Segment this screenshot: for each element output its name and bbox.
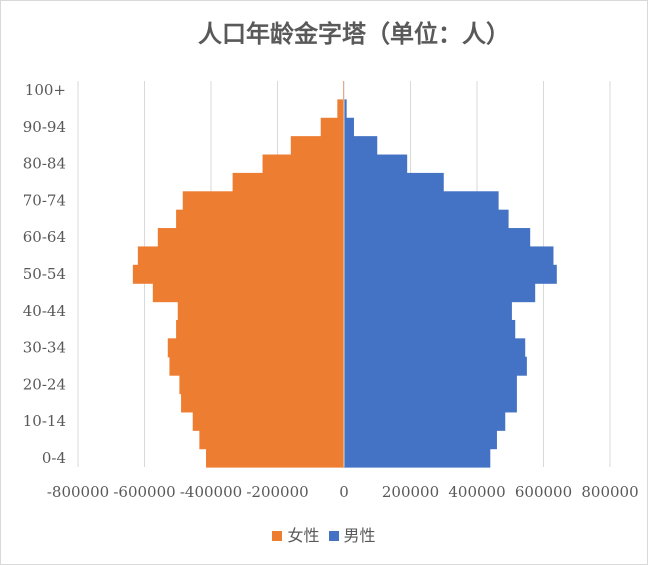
female-bar-0-4 [206,448,344,468]
male-bar-60-64 [344,228,531,248]
y-tick-label-50-54: 50-54 [23,265,66,283]
y-tick-label-10-14: 10-14 [23,412,66,430]
female-bar-85-89 [290,136,344,156]
female-bar-75-79 [232,172,344,192]
male-bar-70-74 [344,191,499,211]
y-tick-label-90-94: 90-94 [23,118,66,136]
legend: 女性 男性 [0,522,648,546]
legend-label-male: 男性 [343,526,376,545]
male-bar-50-54 [344,264,557,284]
female-bar-40-44 [177,301,344,321]
male-bar-25-29 [344,356,527,376]
male-bar-45-49 [344,283,536,303]
y-tick-label-60-64: 60-64 [23,228,66,246]
x-tick-label-2: -400000 [180,483,242,501]
male-bar-0-4 [344,448,491,468]
female-bar-5-9 [199,430,344,450]
female-bar-60-64 [157,228,344,248]
y-tick-label-30-34: 30-34 [23,339,66,357]
legend-swatch-female [272,531,283,541]
male-bar-65-69 [344,209,509,229]
female-bar-80-84 [262,154,344,174]
male-bar-40-44 [344,301,512,321]
y-tick-label-0-4: 0-4 [42,449,66,467]
female-bar-65-69 [176,209,344,229]
x-tick-label-3: -200000 [246,483,308,501]
female-bar-10-14 [192,411,344,431]
legend-swatch-male [328,531,339,541]
male-bar-80-84 [344,154,408,174]
y-tick-label-70-74: 70-74 [23,191,66,209]
female-bar-15-19 [181,393,344,413]
female-bar-70-74 [182,191,344,211]
x-tick-label-0: -800000 [47,483,109,501]
female-bar-30-34 [167,338,344,358]
female-bar-90-94 [320,117,344,137]
y-tick-label-20-24: 20-24 [23,375,66,393]
male-bar-20-24 [344,375,517,395]
female-bar-20-24 [179,375,344,395]
y-tick-label-100+: 100+ [25,81,66,99]
male-bar-90-94 [344,117,354,137]
male-bar-35-39 [344,319,516,339]
male-bar-15-19 [344,393,517,413]
male-bar-85-89 [344,136,378,156]
male-bar-75-79 [344,172,444,192]
female-bar-35-39 [176,319,344,339]
x-tick-label-8: 800000 [581,483,638,501]
x-tick-label-5: 200000 [382,483,439,501]
female-bar-25-29 [169,356,344,376]
female-bar-95-99 [337,99,344,119]
male-bar-5-9 [344,430,497,450]
female-bar-45-49 [152,283,344,303]
male-bar-30-34 [344,338,526,358]
x-tick-label-7: 600000 [515,483,572,501]
x-tick-label-1: -600000 [113,483,175,501]
male-bar-95-99 [344,99,347,119]
y-tick-label-80-84: 80-84 [23,155,66,173]
x-tick-label-4: 0 [339,483,349,501]
legend-item-female: 女性 [272,522,319,546]
male-bar-10-14 [344,411,506,431]
y-tick-label-40-44: 40-44 [23,302,66,320]
male-bar-55-59 [344,246,554,266]
chart-title: 人口年龄金字塔（单位：人） [198,19,510,48]
legend-label-female: 女性 [287,526,320,545]
x-tick-label-6: 400000 [448,483,505,501]
female-bar-50-54 [132,264,344,284]
female-bar-55-59 [137,246,344,266]
legend-item-male: 男性 [328,522,376,546]
